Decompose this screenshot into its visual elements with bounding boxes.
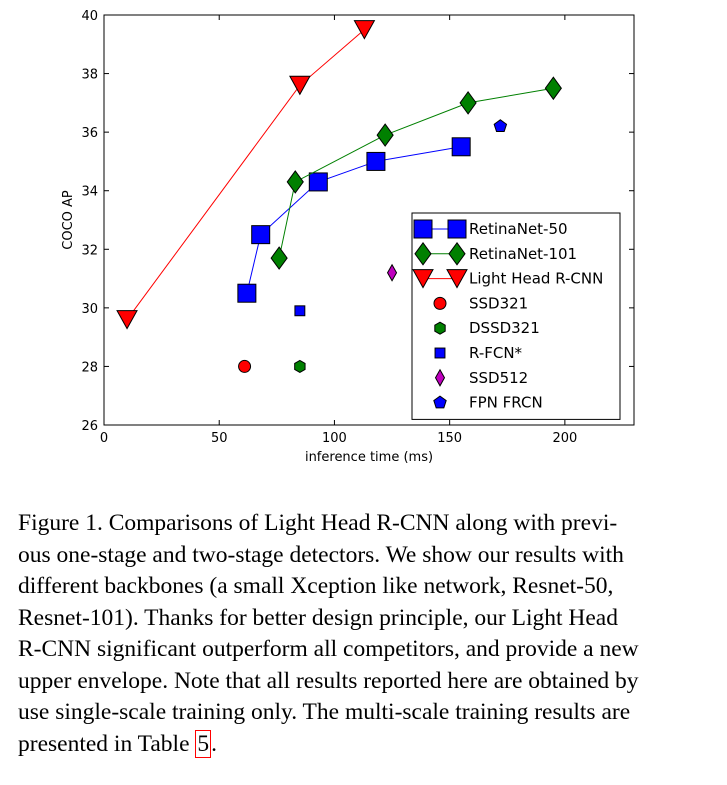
series-ssd512 bbox=[386, 263, 398, 282]
legend-marker bbox=[413, 219, 433, 239]
caption-line: Figure 1. Comparisons of Light Head R-CN… bbox=[18, 510, 618, 536]
legend-entry: Light Head R-CNN bbox=[412, 269, 603, 289]
series-retinanet-50 bbox=[237, 137, 471, 303]
legend-box bbox=[411, 212, 621, 420]
series-light-head-r-cnn bbox=[116, 20, 376, 330]
data-point bbox=[294, 359, 306, 374]
legend-entry: RetinaNet-50 bbox=[413, 219, 568, 239]
caption-text: . bbox=[211, 730, 217, 757]
data-point bbox=[270, 246, 288, 270]
legend-label: FPN FRCN bbox=[469, 394, 543, 412]
caption-line-last: presented in Table 5. bbox=[18, 729, 708, 761]
table-reference-link[interactable]: 5 bbox=[195, 729, 212, 758]
data-point bbox=[386, 263, 398, 282]
legend-marker bbox=[447, 219, 467, 239]
legend-entry: SSD512 bbox=[434, 368, 528, 387]
legend-marker bbox=[414, 241, 432, 266]
x-tick-label: 100 bbox=[322, 431, 347, 446]
data-point bbox=[286, 170, 304, 194]
y-tick-label: 34 bbox=[81, 185, 98, 200]
legend-label: SSD321 bbox=[469, 294, 528, 312]
x-axis-label: inference time (ms) bbox=[305, 450, 433, 465]
caption-line: Resnet-101). Thanks for better design pr… bbox=[18, 604, 618, 631]
caption-line: upper envelope. Note that all results re… bbox=[18, 667, 639, 694]
figure: 0 50 100 150 200 26 28 30 32 34 36 38 40 inference ti… bbox=[61, 9, 635, 465]
data-point bbox=[289, 75, 311, 96]
data-point bbox=[493, 119, 508, 133]
legend-label: RetinaNet-50 bbox=[469, 220, 568, 238]
x-tick-label: 50 bbox=[211, 431, 228, 446]
legend-entry: RetinaNet-101 bbox=[414, 241, 577, 266]
x-tick-label: 200 bbox=[552, 431, 577, 446]
x-tick-label: 0 bbox=[100, 431, 108, 446]
caption-line: ous one-stage and two-stage detectors. W… bbox=[18, 541, 624, 568]
data-point bbox=[251, 225, 271, 245]
data-point bbox=[237, 283, 257, 303]
legend-marker bbox=[433, 395, 447, 409]
legend-label: R-FCN* bbox=[469, 344, 523, 362]
axes: 0 50 100 150 200 26 28 30 32 34 36 38 40 inference ti… bbox=[61, 9, 635, 465]
plot-area bbox=[116, 20, 562, 374]
figure-caption: Figure 1. Comparisons of Light Head R-CN… bbox=[18, 508, 708, 760]
caption-line: use single-scale training only. The mult… bbox=[18, 699, 631, 725]
y-tick-label: 32 bbox=[81, 243, 98, 258]
y-tick-label: 30 bbox=[81, 302, 98, 317]
series-fpn-frcn bbox=[493, 119, 508, 133]
data-point bbox=[116, 310, 138, 330]
legend-marker bbox=[434, 321, 446, 335]
caption-text: presented in Table bbox=[18, 730, 196, 757]
legend-marker bbox=[434, 347, 446, 359]
data-point bbox=[459, 91, 477, 115]
chart: 0 50 100 150 200 26 28 30 32 34 36 38 40 inference ti… bbox=[61, 9, 635, 465]
y-tick-label: 36 bbox=[81, 126, 98, 141]
data-point bbox=[544, 76, 562, 101]
data-point bbox=[376, 123, 394, 147]
data-point bbox=[366, 151, 386, 171]
legend-label: DSSD321 bbox=[469, 319, 540, 337]
legend-entry: FPN FRCN bbox=[433, 394, 543, 412]
legend-label: SSD512 bbox=[469, 369, 528, 387]
legend-label: Light Head R-CNN bbox=[469, 270, 603, 288]
legend-marker bbox=[433, 296, 447, 310]
legend-marker bbox=[446, 269, 468, 289]
legend-entry: R-FCN* bbox=[434, 344, 523, 362]
data-point bbox=[308, 172, 328, 192]
series-dssd321 bbox=[294, 359, 306, 374]
legend: RetinaNet-50 RetinaNet-101 Light Head R-CN… bbox=[411, 212, 621, 420]
y-tick-label: 26 bbox=[81, 419, 98, 434]
legend-entry: DSSD321 bbox=[434, 319, 540, 337]
legend-label: RetinaNet-101 bbox=[469, 245, 577, 263]
legend-entry: SSD321 bbox=[433, 294, 528, 312]
legend-marker bbox=[448, 241, 466, 266]
caption-line: R-CNN significant outperform all competi… bbox=[18, 636, 639, 662]
series-retinanet-101 bbox=[270, 76, 562, 270]
data-point bbox=[294, 305, 306, 317]
data-point bbox=[238, 359, 252, 373]
legend-marker bbox=[434, 368, 446, 387]
caption-line: different backbones (a small Xception li… bbox=[18, 573, 614, 599]
plot-frame bbox=[103, 14, 635, 426]
y-tick-label: 38 bbox=[81, 68, 98, 83]
data-point bbox=[353, 20, 376, 40]
y-axis-label: COCO AP bbox=[61, 190, 76, 250]
data-point bbox=[451, 137, 471, 157]
series-r-fcn bbox=[294, 305, 306, 317]
legend-marker bbox=[412, 269, 434, 289]
series-line bbox=[126, 29, 365, 320]
y-tick-label: 40 bbox=[81, 9, 98, 24]
y-tick-label: 28 bbox=[81, 360, 98, 375]
x-tick-label: 150 bbox=[437, 431, 462, 446]
series-ssd321 bbox=[238, 359, 252, 373]
